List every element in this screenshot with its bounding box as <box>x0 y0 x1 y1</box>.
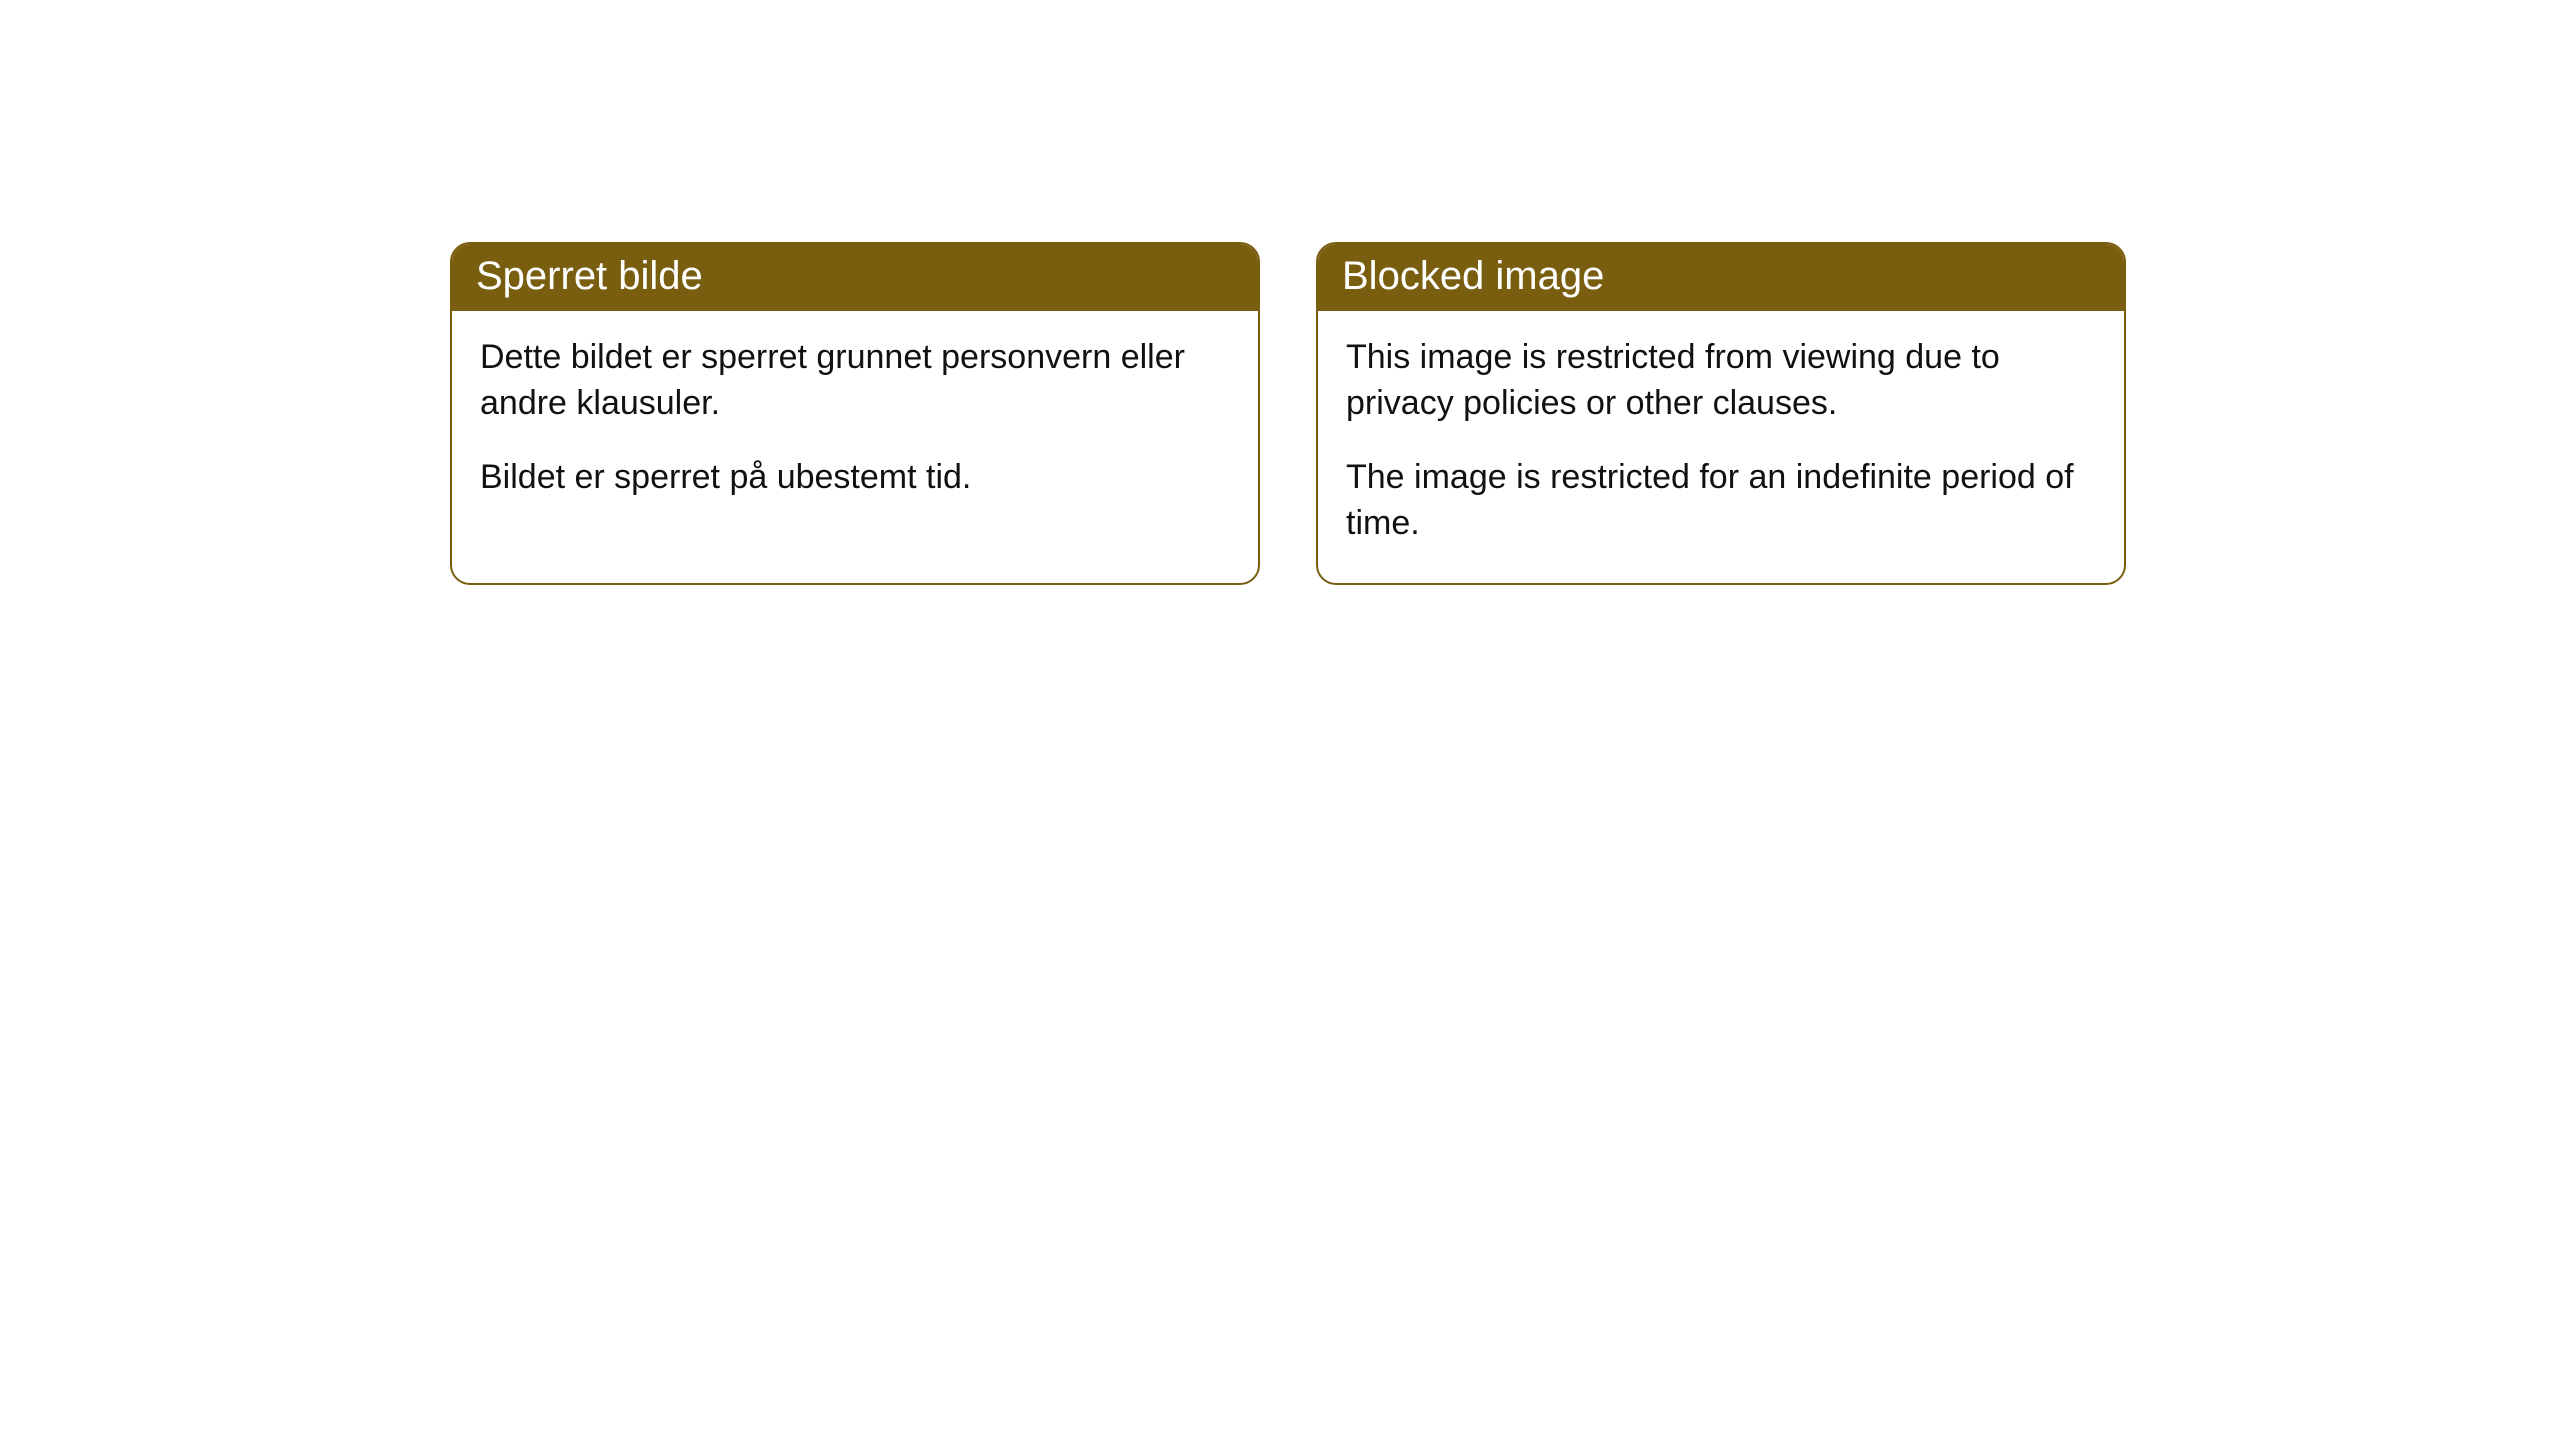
blocked-image-card-no: Sperret bilde Dette bildet er sperret gr… <box>450 242 1260 585</box>
card-header-no: Sperret bilde <box>452 244 1258 311</box>
card-paragraph-en-2: The image is restricted for an indefinit… <box>1346 455 2096 547</box>
cards-container: Sperret bilde Dette bildet er sperret gr… <box>450 242 2126 585</box>
card-body-en: This image is restricted from viewing du… <box>1318 311 2124 583</box>
card-body-no: Dette bildet er sperret grunnet personve… <box>452 311 1258 537</box>
card-header-en: Blocked image <box>1318 244 2124 311</box>
card-paragraph-en-1: This image is restricted from viewing du… <box>1346 335 2096 427</box>
card-paragraph-no-1: Dette bildet er sperret grunnet personve… <box>480 335 1230 427</box>
blocked-image-card-en: Blocked image This image is restricted f… <box>1316 242 2126 585</box>
card-paragraph-no-2: Bildet er sperret på ubestemt tid. <box>480 455 1230 501</box>
